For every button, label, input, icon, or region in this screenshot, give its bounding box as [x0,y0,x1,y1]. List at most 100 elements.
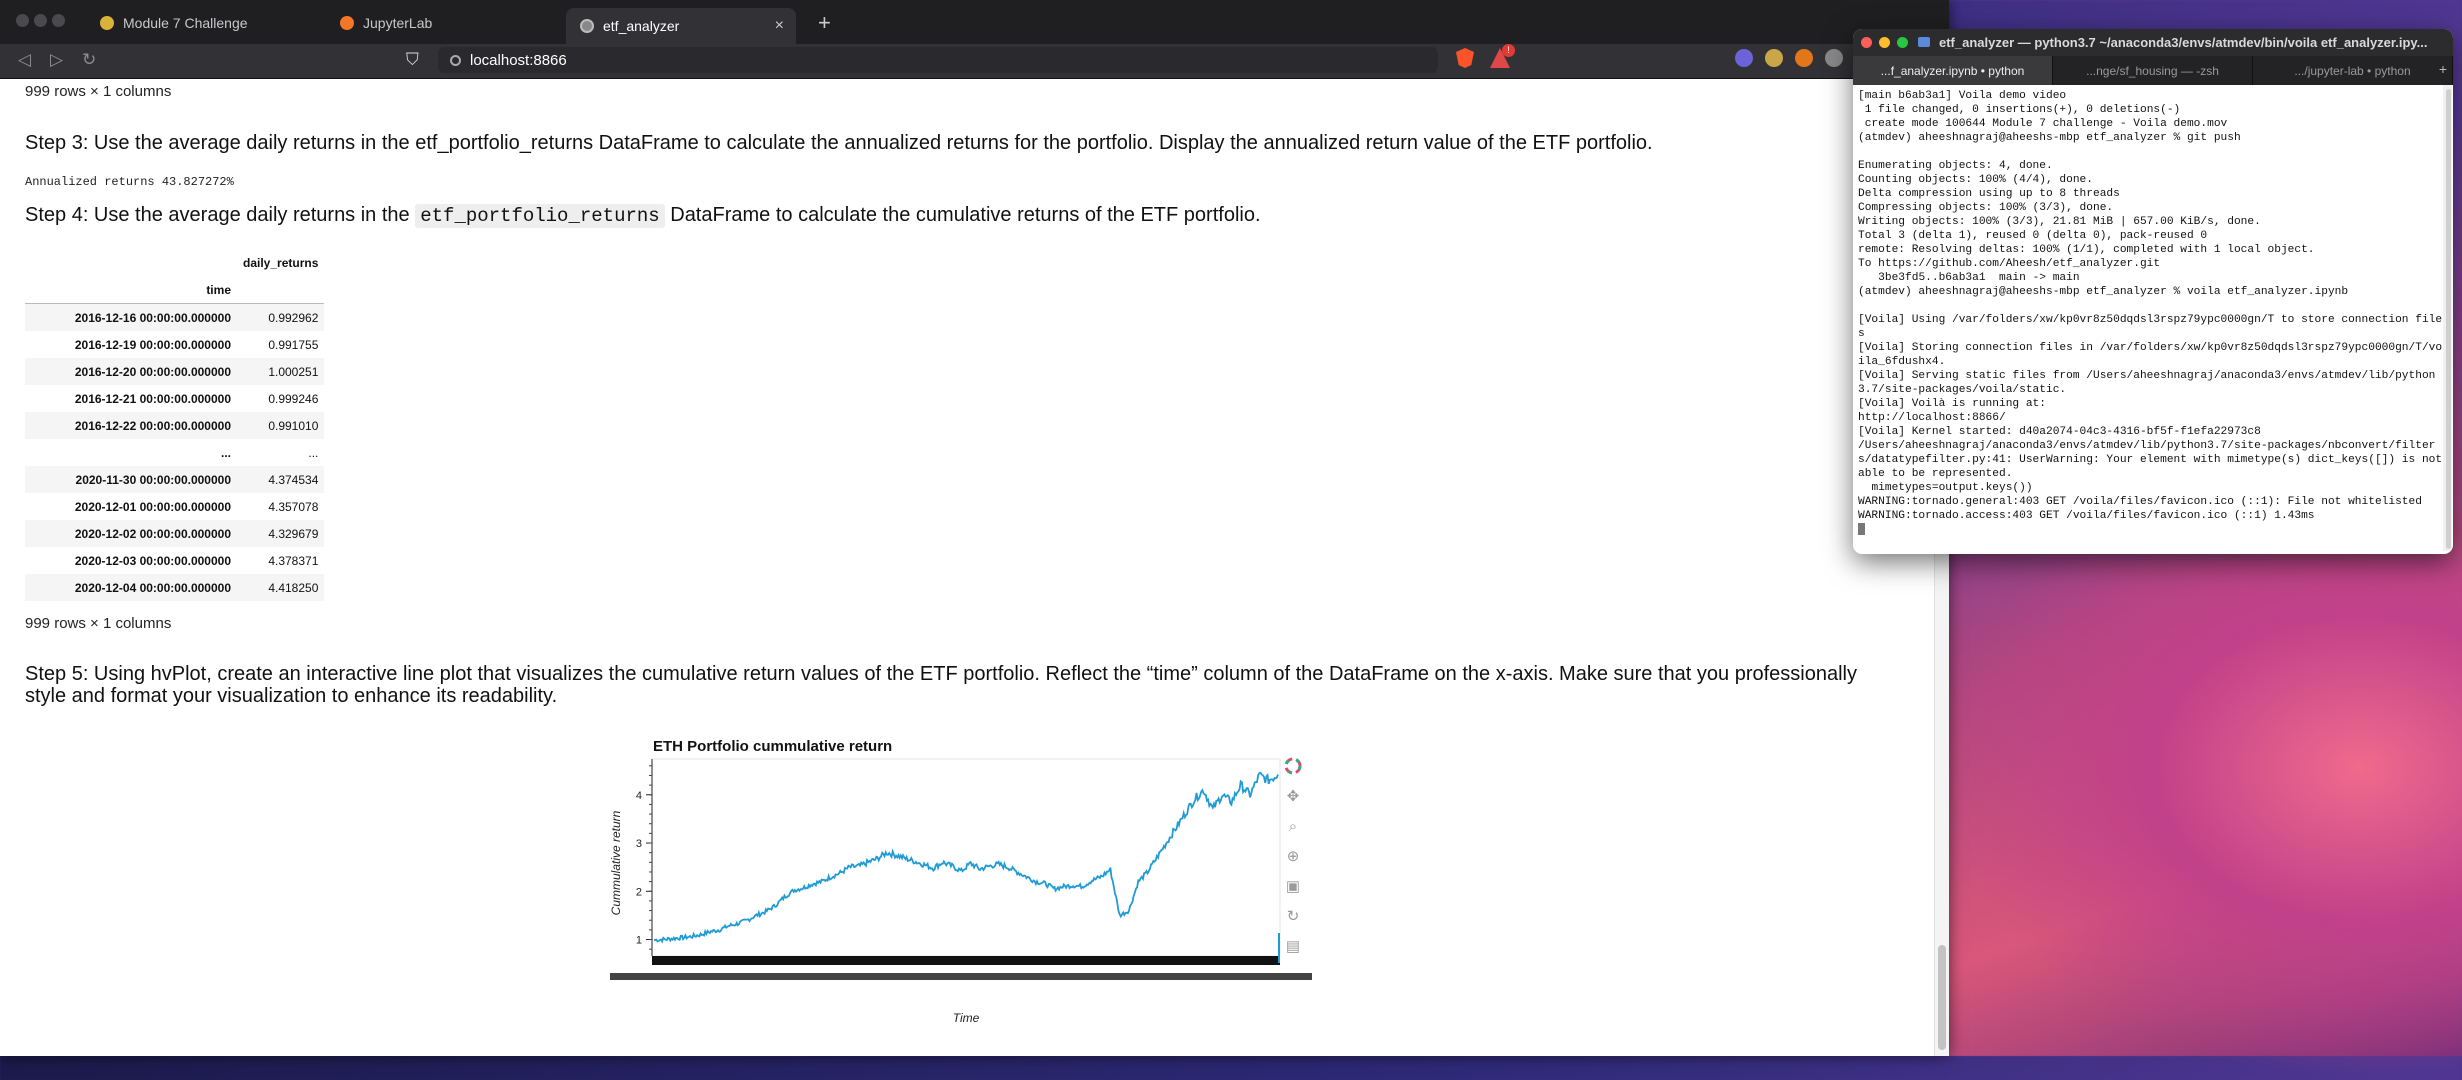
terminal-line: [Voila] Storing connection files in /var… [1858,342,2443,368]
new-tab-button[interactable]: + [818,10,831,35]
terminal-line: To https://github.com/Aheesh/etf_analyze… [1858,258,2161,270]
extensions-puzzle-icon[interactable] [1825,49,1843,67]
table-row: 2016-12-20 00:00:00.000000 1.000251 [25,358,325,385]
range-tool-bar[interactable] [652,956,1280,965]
y-tick-label: 4 [636,790,642,802]
window-close-button[interactable] [16,14,29,27]
terminal-line: [Voila] Kernel started: d40a2074-04c3-43… [1858,426,2261,438]
tab-label: Module 7 Challenge [123,15,248,31]
terminal-line: 1 file changed, 0 insertions(+), 0 delet… [1858,104,2181,116]
terminal-line: http://localhost:8866/ [1858,412,2006,424]
box-zoom-icon[interactable]: ⌕ [1288,818,1298,835]
window-zoom-button[interactable] [52,14,65,27]
globe-icon [580,19,594,33]
extension-icon[interactable] [1765,49,1783,67]
terminal-minimize-button[interactable] [1879,37,1890,48]
annualized-output: Annualized returns 43.827272% [25,175,234,189]
terminal-scroll-thumb[interactable] [2446,89,2451,549]
terminal-line: 3be3fd5..b6ab3a1 main -> main [1858,272,2080,284]
tab-module7[interactable]: Module 7 Challenge [86,8,316,38]
step5-heading-line1: Step 5: Using hvPlot, create an interact… [25,663,1857,685]
tab-jupyterlab[interactable]: JupyterLab [326,8,556,38]
table-row: 2020-12-01 00:00:00.000000 4.357078 [74,499,319,514]
table-row: 2020-11-30 00:00:00.000000 4.374534 [25,466,325,493]
save-icon[interactable]: ▣ [1285,878,1301,895]
tab-label: JupyterLab [363,15,433,31]
pan-tool-icon[interactable]: ✥ [1286,788,1300,805]
chart-svg[interactable]: ETH Portfolio cummulative return 1 2 3 4 Ti… [600,733,1320,1033]
rows-note: 999 rows × 1 columns [25,83,172,100]
table-row: 2020-12-02 00:00:00.000000 4.329679 [25,520,325,547]
y-tick-label: 1 [636,935,642,947]
window-minimize-button[interactable] [34,14,47,27]
terminal-tab[interactable]: ...f_analyzer.ipynb • python [1853,56,2053,85]
forward-icon[interactable]: ▷ [50,50,64,69]
jupyter-icon [340,16,354,30]
back-icon[interactable]: ◁ [18,50,32,69]
column-header: daily_returns [243,255,319,270]
terminal-line: (atmdev) aheeshnagraj@aheeshs-mbp etf_an… [1858,132,2241,144]
y-tick-label: 2 [636,886,642,898]
terminal-line [1858,299,2448,313]
reload-icon[interactable]: ↻ [82,50,97,69]
terminal-line: [Voila] Serving static files from /Users… [1858,370,2436,396]
table-row: 2020-12-04 00:00:00.000000 4.418250 [25,574,325,601]
y-axis-label: Cummulative return [609,810,623,915]
metamask-icon[interactable] [1795,49,1813,67]
browser-window: Module 7 Challenge JupyterLab etf_analyz… [0,0,1949,1056]
terminal-line: create mode 100644 Module 7 challenge - … [1858,118,2228,130]
terminal-line: Writing objects: 100% (3/3), 21.81 MiB |… [1858,216,2261,228]
terminal-window: etf_analyzer — python3.7 ~/anaconda3/env… [1853,29,2453,554]
hover-tool-icon[interactable]: ▤ [1285,938,1301,955]
terminal-tabs: ...f_analyzer.ipynb • python ...nge/sf_h… [1853,56,2453,85]
terminal-line: [Voila] Voilà is running at: [1858,398,2046,410]
y-ticks: 1 2 3 4 [636,765,652,950]
terminal-title-bar: etf_analyzer — python3.7 ~/anaconda3/env… [1853,29,2453,56]
index-name: time [25,276,237,304]
plot-area[interactable] [651,758,1281,957]
site-info-icon[interactable] [450,54,461,66]
wheel-zoom-icon[interactable]: ⊕ [1286,848,1300,865]
terminal-line: Enumerating objects: 4, done. [1858,160,2053,172]
brave-shields-icon[interactable] [1456,48,1474,68]
url-text: localhost:8866 [470,51,567,69]
new-terminal-tab-button[interactable]: + [2438,61,2447,77]
terminal-zoom-button[interactable] [1897,37,1908,48]
terminal-line: Counting objects: 100% (4/4), done. [1858,174,2093,186]
terminal-output[interactable]: [main b6ab3a1] Voila demo video 1 file c… [1853,85,2453,541]
bookmark-icon[interactable]: ⛉ [406,50,419,69]
terminal-title: etf_analyzer — python3.7 ~/anaconda3/env… [1939,35,2428,50]
github-icon [100,16,114,30]
terminal-line: remote: Resolving deltas: 100% (1/1), co… [1858,244,2315,256]
terminal-line [1858,145,2448,159]
terminal-close-button[interactable] [1861,37,1872,48]
terminal-line: [main b6ab3a1] Voila demo video [1858,90,2067,102]
table-row: 2016-12-21 00:00:00.000000 0.999246 [74,391,319,406]
x-axis-label: Time [953,1011,980,1025]
tab-label: etf_analyzer [603,18,680,34]
table-row: ...... [220,445,319,460]
close-tab-icon[interactable]: × [774,17,784,34]
tab-etf-analyzer[interactable]: etf_analyzer × [566,8,796,44]
step4-text: DataFrame to calculate the cumulative re… [664,204,1261,226]
terminal-line: WARNING:tornado.access:403 GET /voila/fi… [1858,510,2315,522]
terminal-cursor [1858,523,1865,536]
desktop-wallpaper [1940,560,2462,1080]
bokeh-logo-icon[interactable] [1283,757,1303,777]
browser-tab-bar: Module 7 Challenge JupyterLab etf_analyz… [0,0,1949,44]
step4-code: etf_portfolio_returns [415,204,665,228]
page-scroll-thumb[interactable] [1938,945,1946,1050]
extension-icon[interactable] [1735,49,1753,67]
x-scroll-bar[interactable] [610,973,1312,980]
address-bar[interactable]: localhost:8866 [438,47,1438,73]
hvplot-line-chart[interactable]: ETH Portfolio cummulative return 1 2 3 4 Ti… [600,733,1320,1038]
reset-icon[interactable]: ↻ [1286,908,1300,925]
terminal-line: Compressing objects: 100% (3/3), done. [1858,202,2114,214]
terminal-line: [Voila] Using /var/folders/xw/kp0vr8z50d… [1858,314,2443,340]
step5-heading-line2: style and format your visualization to e… [25,685,558,707]
terminal-tab[interactable]: ...nge/sf_housing — -zsh [2053,56,2253,85]
terminal-line: Total 3 (delta 1), reused 0 (delta 0), p… [1858,230,2208,242]
y-tick-label: 3 [636,838,642,850]
cursor-marker [1278,933,1280,963]
terminal-tab[interactable]: .../jupyter-lab • python [2253,56,2453,85]
